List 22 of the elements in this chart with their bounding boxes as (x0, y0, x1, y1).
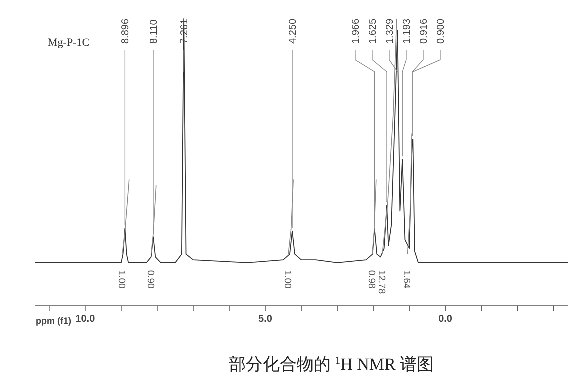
annotation: 8.110 (148, 19, 160, 44)
x-tick-label: 10.0 (76, 314, 96, 325)
annotation: 1.00 (116, 270, 128, 289)
annotation: 1.966 (350, 18, 362, 44)
text: 部分化合物的 $^{1}$H NMR 谱图 (228, 355, 434, 374)
annotation: 12.78 (376, 270, 388, 294)
annotation: 7.261 (180, 18, 191, 44)
annotation: 0.90 (144, 270, 156, 289)
x-tick-label: 0.0 (438, 314, 453, 325)
annotation: 4.250 (288, 18, 299, 44)
x-tick-label: 5.0 (258, 314, 273, 325)
x-axis-title: ppm (f1) (36, 316, 72, 326)
annotation: 8.896 (120, 18, 132, 44)
annotation: 1.00 (282, 270, 294, 289)
annotation: 1.329 (384, 18, 396, 44)
annotation: Mg-P-1C (48, 37, 90, 49)
annotation: 1.193 (402, 18, 413, 44)
annotation: 1.64 (401, 270, 412, 289)
annotation: 0.98 (366, 270, 377, 289)
annotation: 0.916 (418, 18, 430, 44)
annotation: 0.900 (436, 18, 447, 44)
annotation: 1.625 (368, 18, 379, 44)
